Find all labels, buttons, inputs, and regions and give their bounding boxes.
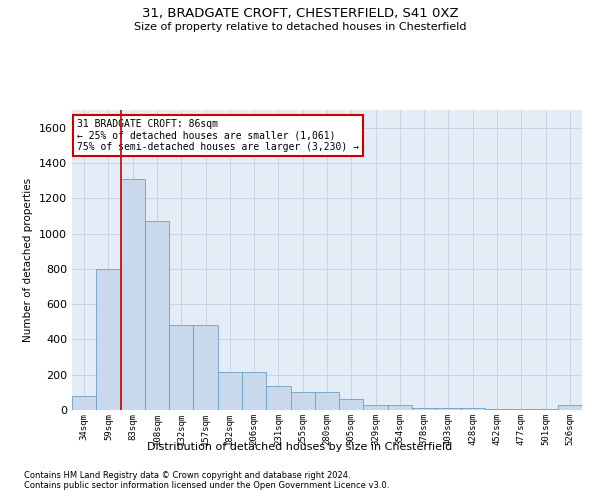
- Text: Size of property relative to detached houses in Chesterfield: Size of property relative to detached ho…: [134, 22, 466, 32]
- Bar: [436, 408, 461, 410]
- Bar: [242, 372, 266, 410]
- Bar: [72, 396, 96, 410]
- Text: Contains public sector information licensed under the Open Government Licence v3: Contains public sector information licen…: [24, 480, 389, 490]
- Bar: [96, 269, 121, 410]
- Bar: [485, 409, 509, 410]
- Bar: [145, 221, 169, 410]
- Bar: [315, 392, 339, 410]
- Bar: [412, 408, 436, 410]
- Bar: [169, 326, 193, 410]
- Bar: [364, 404, 388, 410]
- Y-axis label: Number of detached properties: Number of detached properties: [23, 178, 34, 342]
- Bar: [266, 386, 290, 410]
- Bar: [461, 408, 485, 410]
- Text: Contains HM Land Registry data © Crown copyright and database right 2024.: Contains HM Land Registry data © Crown c…: [24, 470, 350, 480]
- Bar: [339, 400, 364, 410]
- Bar: [218, 372, 242, 410]
- Bar: [388, 404, 412, 410]
- Bar: [533, 409, 558, 410]
- Bar: [121, 179, 145, 410]
- Bar: [509, 409, 533, 410]
- Bar: [193, 326, 218, 410]
- Bar: [290, 392, 315, 410]
- Text: Distribution of detached houses by size in Chesterfield: Distribution of detached houses by size …: [148, 442, 452, 452]
- Text: 31, BRADGATE CROFT, CHESTERFIELD, S41 0XZ: 31, BRADGATE CROFT, CHESTERFIELD, S41 0X…: [142, 8, 458, 20]
- Bar: [558, 404, 582, 410]
- Text: 31 BRADGATE CROFT: 86sqm
← 25% of detached houses are smaller (1,061)
75% of sem: 31 BRADGATE CROFT: 86sqm ← 25% of detach…: [77, 119, 359, 152]
